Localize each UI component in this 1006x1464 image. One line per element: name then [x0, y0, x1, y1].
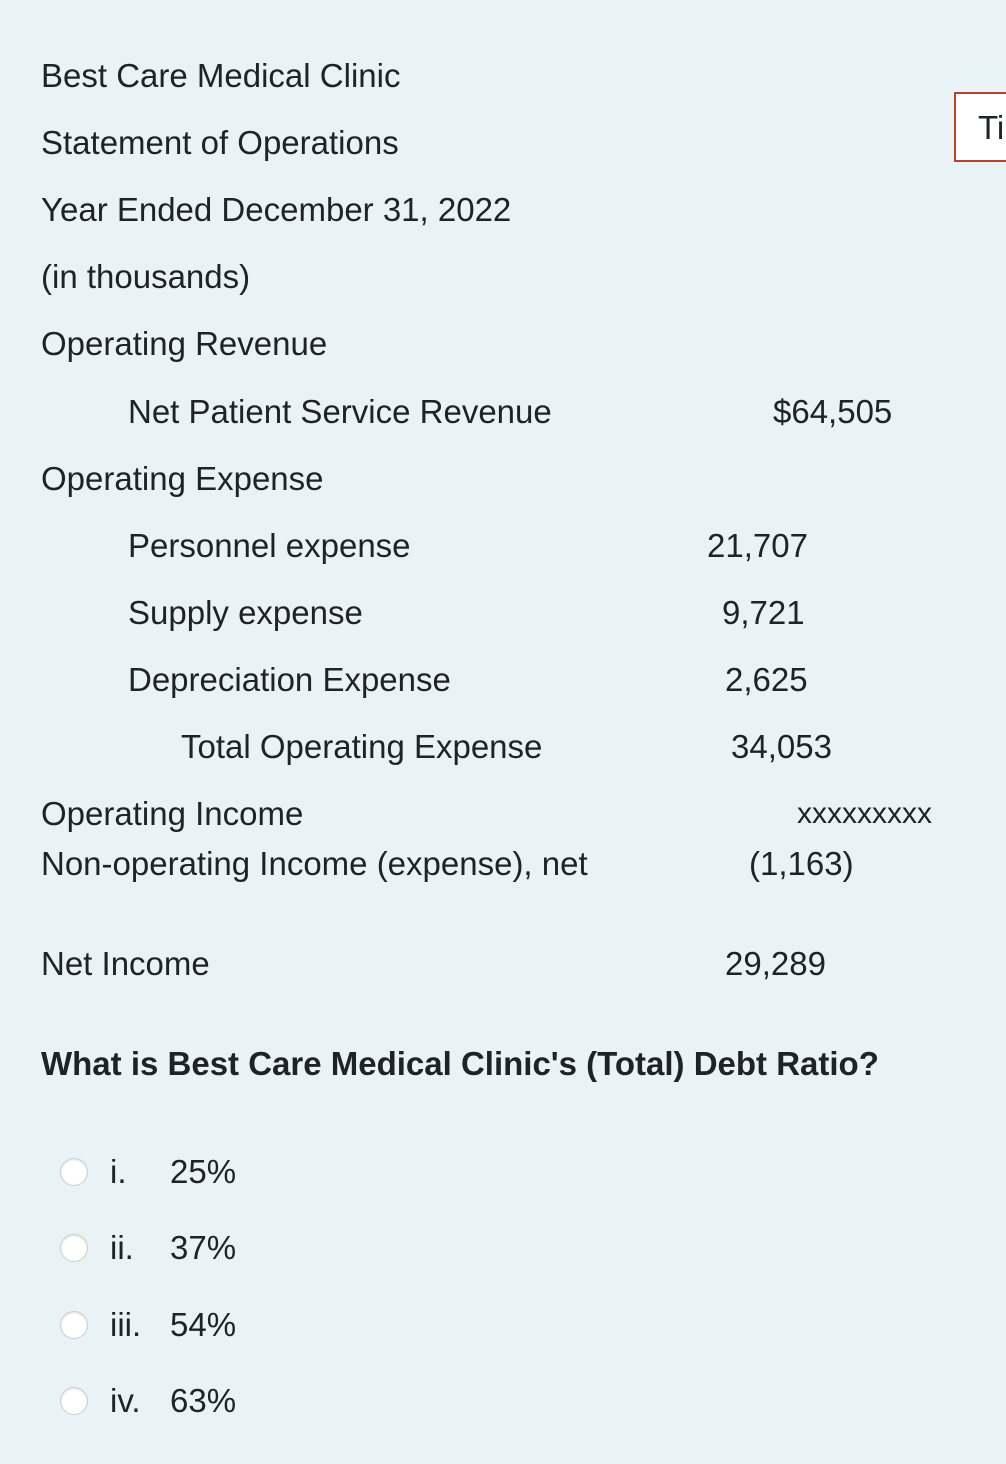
personnel-expense-label: Personnel expense: [128, 527, 411, 564]
statement-title: Statement of Operations: [41, 124, 399, 161]
supply-expense-value: 9,721: [722, 594, 805, 631]
side-tab-label: Ti: [978, 109, 1005, 146]
side-tab[interactable]: Ti: [954, 92, 1006, 162]
operating-revenue-heading: Operating Revenue: [41, 325, 328, 362]
radio-button[interactable]: [60, 1311, 88, 1339]
net-income-value: 29,289: [725, 945, 826, 982]
company-name: Best Care Medical Clinic: [41, 57, 401, 94]
net-income-label: Net Income: [41, 945, 210, 982]
depreciation-expense-value: 2,625: [725, 661, 808, 698]
radio-button[interactable]: [60, 1387, 88, 1415]
question-text: What is Best Care Medical Clinic's (Tota…: [41, 1045, 879, 1082]
personnel-expense-value: 21,707: [707, 527, 808, 564]
operating-income-label: Operating Income: [41, 795, 304, 832]
supply-expense-label: Supply expense: [128, 594, 363, 631]
radio-button[interactable]: [60, 1234, 88, 1262]
statement-period: Year Ended December 31, 2022: [41, 191, 512, 228]
operating-expense-heading: Operating Expense: [41, 460, 324, 497]
depreciation-expense-label: Depreciation Expense: [128, 661, 451, 698]
total-operating-expense-value: 34,053: [731, 728, 832, 765]
option-numeral: ii.: [110, 1229, 134, 1266]
total-operating-expense-label: Total Operating Expense: [181, 728, 543, 765]
answer-option-ii[interactable]: ii. 37%: [60, 1228, 320, 1272]
option-numeral: iii.: [110, 1306, 142, 1343]
answer-option-iii[interactable]: iii. 54%: [60, 1305, 320, 1349]
option-numeral: iv.: [110, 1382, 141, 1419]
option-value: 25%: [170, 1153, 237, 1190]
operating-income-value: xxxxxxxxx: [797, 797, 932, 830]
net-patient-revenue-label: Net Patient Service Revenue: [128, 393, 552, 430]
nonoperating-income-label: Non-operating Income (expense), net: [41, 845, 588, 882]
net-patient-revenue-value: $64,505: [773, 393, 893, 430]
statement-units: (in thousands): [41, 258, 251, 295]
nonoperating-income-value: (1,163): [749, 845, 854, 882]
radio-button[interactable]: [60, 1158, 88, 1186]
option-value: 54%: [170, 1306, 237, 1343]
answer-option-iv[interactable]: iv. 63%: [60, 1381, 320, 1425]
answer-option-i[interactable]: i. 25%: [60, 1152, 320, 1196]
option-value: 37%: [170, 1229, 237, 1266]
option-value: 63%: [170, 1382, 237, 1419]
option-numeral: i.: [110, 1153, 127, 1190]
